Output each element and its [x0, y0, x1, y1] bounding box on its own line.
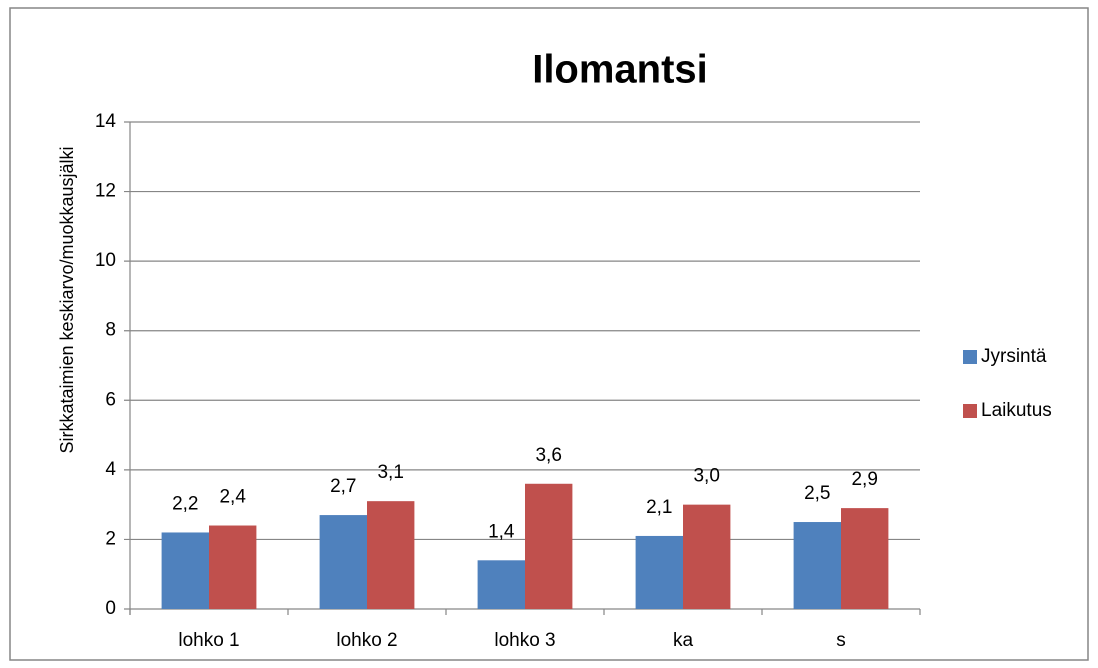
bar: [367, 501, 415, 609]
value-label: 2,5: [804, 483, 830, 504]
legend-swatch: [963, 350, 977, 364]
value-label: 2,7: [330, 476, 356, 497]
bar: [161, 532, 209, 609]
bar: [525, 483, 573, 609]
y-axis-label: Sirkkataimien keskiarvo/muokkausjälki: [57, 146, 77, 453]
value-label: 2,2: [172, 493, 198, 514]
value-label: 1,4: [488, 521, 515, 542]
y-tick-label: 4: [105, 459, 116, 480]
chart-title: Ilomantsi: [532, 48, 708, 92]
y-tick-label: 14: [95, 111, 117, 132]
x-tick-label: ka: [673, 630, 694, 651]
bar: [477, 560, 525, 609]
value-label: 3,6: [535, 445, 561, 466]
bar: [841, 508, 889, 609]
bar: [209, 525, 257, 609]
y-tick-label: 6: [105, 389, 116, 410]
value-label: 2,4: [219, 487, 246, 508]
y-tick-label: 0: [105, 598, 116, 619]
bar: [683, 504, 731, 609]
bar: [793, 522, 841, 609]
y-tick-label: 2: [105, 528, 116, 549]
bar: [635, 535, 683, 609]
x-tick-label: lohko 2: [336, 630, 397, 651]
value-label: 3,1: [377, 462, 403, 483]
legend-label: Laikutus: [981, 400, 1052, 421]
value-label: 2,1: [646, 497, 672, 518]
y-tick-label: 12: [95, 181, 116, 202]
x-tick-label: lohko 3: [494, 630, 555, 651]
y-tick-label: 8: [105, 320, 116, 341]
y-tick-label: 10: [95, 250, 116, 271]
legend-swatch: [963, 404, 977, 418]
bar: [319, 515, 367, 609]
x-tick-label: lohko 1: [178, 630, 239, 651]
value-label: 2,9: [851, 469, 877, 490]
value-label: 3,0: [693, 466, 719, 487]
legend-label: Jyrsintä: [981, 346, 1047, 367]
x-tick-label: s: [836, 630, 846, 651]
